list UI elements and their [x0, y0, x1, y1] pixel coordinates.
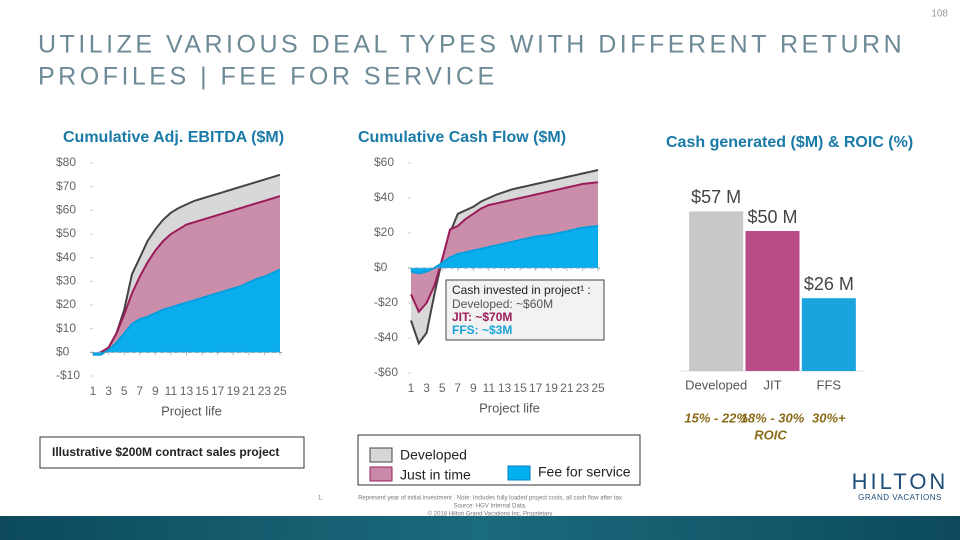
- chart-title: Cumulative Adj. EBITDA ($M): [63, 129, 284, 146]
- chart-title: Cumulative Cash Flow ($M): [358, 129, 566, 146]
- annotation-line: FFS: ~$3M: [452, 323, 512, 337]
- annotation-title: Cash invested in project¹ :: [452, 283, 591, 297]
- x-tick-label: 13: [180, 384, 194, 398]
- legend-swatch: [369, 466, 393, 482]
- legend-label: Fee for service: [538, 464, 631, 480]
- y-tick-label: $20: [374, 225, 394, 239]
- x-tick-label: 11: [165, 384, 178, 398]
- x-tick-label: FFS: [817, 377, 842, 392]
- y-tick-label: $0: [374, 260, 388, 274]
- y-tick-label: -$20: [374, 295, 398, 309]
- x-tick-label: 17: [529, 381, 543, 395]
- y-tick-label: -$40: [374, 330, 398, 344]
- annotation-line: JIT: ~$70M: [452, 310, 512, 324]
- x-tick-label: 13: [498, 381, 512, 395]
- x-tick-label: 7: [136, 384, 143, 398]
- value-label: $57 M: [691, 187, 741, 207]
- x-axis-label: Project life: [479, 400, 540, 415]
- x-tick-label: 9: [470, 381, 477, 395]
- x-tick-label: 3: [105, 384, 112, 398]
- footnote: Represent year of initial investment . N…: [358, 496, 622, 502]
- y-tick-label: -$60: [374, 365, 398, 379]
- area: [93, 269, 280, 355]
- x-tick-label: 21: [242, 384, 256, 398]
- area: [411, 226, 598, 274]
- x-tick-label: 1: [90, 384, 97, 398]
- slide-title: UTILIZE VARIOUS DEAL TYPES WITH DIFFEREN…: [38, 31, 905, 59]
- series-line: [93, 268, 281, 356]
- legend-label: Developed: [400, 447, 467, 463]
- x-tick-label: 15: [195, 384, 209, 398]
- bar: [801, 298, 856, 371]
- x-tick-label: 17: [211, 384, 225, 398]
- page-number: 108: [931, 9, 948, 20]
- legend-swatch: [507, 465, 531, 481]
- legend-swatch: [369, 447, 393, 463]
- note-box: [39, 436, 305, 469]
- x-tick-label: Developed: [685, 377, 747, 392]
- y-tick-label: $50: [56, 226, 76, 240]
- y-tick-label: $80: [56, 155, 76, 169]
- roic-label: 18% - 30%: [741, 410, 805, 425]
- x-tick-label: 23: [258, 384, 272, 398]
- x-tick-label: 9: [152, 384, 159, 398]
- y-tick-label: $30: [56, 274, 76, 288]
- y-tick-label: $10: [56, 321, 76, 335]
- x-axis-label: Project life: [161, 403, 222, 418]
- y-tick-label: $60: [374, 155, 394, 169]
- x-tick-label: 15: [513, 381, 527, 395]
- y-tick-label: $40: [374, 190, 394, 204]
- footnote: Source: HGV Internal Data.: [453, 504, 526, 510]
- series-line: [92, 173, 281, 356]
- series-line: [410, 181, 599, 314]
- legend-label: Just in time: [400, 467, 471, 483]
- value-label: $50 M: [747, 207, 797, 227]
- x-tick-label: 1: [408, 381, 415, 395]
- legend: [357, 434, 641, 486]
- chart-title: Cash generated ($M) & ROIC (%): [666, 134, 913, 151]
- slide-title: PROFILES | FEE FOR SERVICE: [38, 63, 498, 91]
- x-tick-label: 21: [560, 381, 574, 395]
- x-tick-label: 19: [545, 381, 559, 395]
- bar: [689, 211, 744, 371]
- bar: [745, 231, 800, 371]
- note: Illustrative $200M contract sales projec…: [52, 445, 279, 459]
- series-line: [92, 195, 281, 356]
- x-tick-label: 5: [121, 384, 128, 398]
- y-tick-label: $0: [56, 345, 70, 359]
- roic-label: 30%+: [812, 410, 846, 425]
- logo-name: HILTON: [852, 469, 949, 494]
- y-tick-label: -$10: [56, 368, 80, 382]
- logo-tagline: GRAND VACATIONS: [858, 493, 942, 502]
- x-tick-label: 25: [591, 381, 605, 395]
- x-tick-label: 7: [454, 381, 461, 395]
- x-tick-label: JIT: [763, 377, 781, 392]
- roic-label: 15% - 22%: [684, 410, 748, 425]
- y-tick-label: $20: [56, 297, 76, 311]
- x-tick-label: 11: [483, 381, 496, 395]
- y-tick-label: $40: [56, 250, 76, 264]
- x-tick-label: 5: [439, 381, 446, 395]
- footer-band: [0, 516, 960, 540]
- x-tick-label: 3: [423, 381, 430, 395]
- annotation-line: Developed: ~$60M: [452, 297, 553, 311]
- x-tick-label: 19: [227, 384, 241, 398]
- x-tick-label: 25: [273, 384, 287, 398]
- y-tick-label: $70: [56, 179, 76, 193]
- roic-title: ROIC: [754, 427, 787, 442]
- annotation-box: [445, 279, 605, 341]
- x-tick-label: 23: [576, 381, 590, 395]
- series-line: [410, 225, 599, 275]
- y-tick-label: $60: [56, 203, 76, 217]
- footnote: © 2018 Hilton Grand Vacations Inc. Propr…: [428, 511, 553, 518]
- value-label: $26 M: [804, 274, 854, 294]
- footnote-marker: 1.: [318, 496, 323, 502]
